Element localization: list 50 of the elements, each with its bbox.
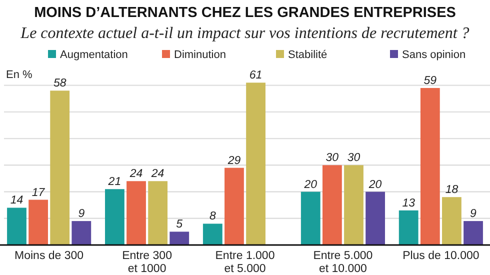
- data-label: 9: [78, 208, 86, 220]
- bar: [246, 82, 266, 245]
- x-tick-label: Entre 300 et 1000: [122, 250, 172, 275]
- bar: [7, 208, 26, 245]
- y-axis-title: En %: [6, 69, 33, 81]
- data-label: 30: [326, 152, 340, 164]
- bar: [442, 197, 462, 245]
- legend-label: Sans opinion: [402, 49, 466, 61]
- bar: [148, 181, 168, 245]
- data-label: 20: [303, 178, 318, 191]
- data-label: 61: [249, 70, 262, 82]
- legend-label: Stabilité: [288, 49, 328, 61]
- x-tick-label: Plus de 10.000: [402, 250, 480, 262]
- data-label: 30: [347, 152, 361, 164]
- x-tick-label: Entre 1.000 et 5.000: [215, 250, 275, 275]
- bar: [398, 210, 418, 245]
- bar: [366, 192, 385, 245]
- bar: [420, 88, 440, 245]
- x-tick-label: Moins de 300: [14, 250, 84, 262]
- data-label: 21: [107, 176, 122, 188]
- data-label: 14: [10, 194, 24, 207]
- data-label: 58: [53, 78, 67, 90]
- bar: [126, 181, 146, 245]
- bar: [202, 224, 222, 245]
- bar: [72, 221, 92, 245]
- bar: [322, 165, 342, 245]
- bar: [105, 189, 124, 245]
- data-label: 29: [226, 154, 242, 167]
- data-label: 59: [424, 74, 438, 87]
- data-label: 20: [368, 178, 382, 191]
- bar: [224, 168, 244, 245]
- data-label: 18: [445, 184, 459, 196]
- data-label: 13: [402, 197, 416, 210]
- data-label: 17: [32, 186, 46, 199]
- chart-subtitle: Le contexte actuel a-t-il un impact sur vos intentions de recrutement ?: [20, 25, 470, 42]
- bar: [464, 221, 483, 245]
- data-label: 24: [150, 168, 164, 180]
- bar: [300, 192, 320, 245]
- data-label: 5: [176, 218, 184, 231]
- x-tick-label: Entre 5.000 et 10.000: [313, 250, 373, 275]
- bar: [28, 200, 48, 245]
- data-label: 8: [209, 210, 216, 223]
- bar: [344, 165, 364, 245]
- bar: [170, 232, 190, 245]
- legend-label: Diminution: [174, 49, 226, 61]
- data-label: 24: [128, 168, 143, 180]
- bar: [50, 90, 70, 245]
- chart-title: MOINS D’ALTERNANTS CHEZ LES GRANDES ENTREPRISES: [34, 5, 456, 21]
- data-label: 9: [470, 208, 478, 220]
- legend-label: Augmentation: [60, 49, 128, 61]
